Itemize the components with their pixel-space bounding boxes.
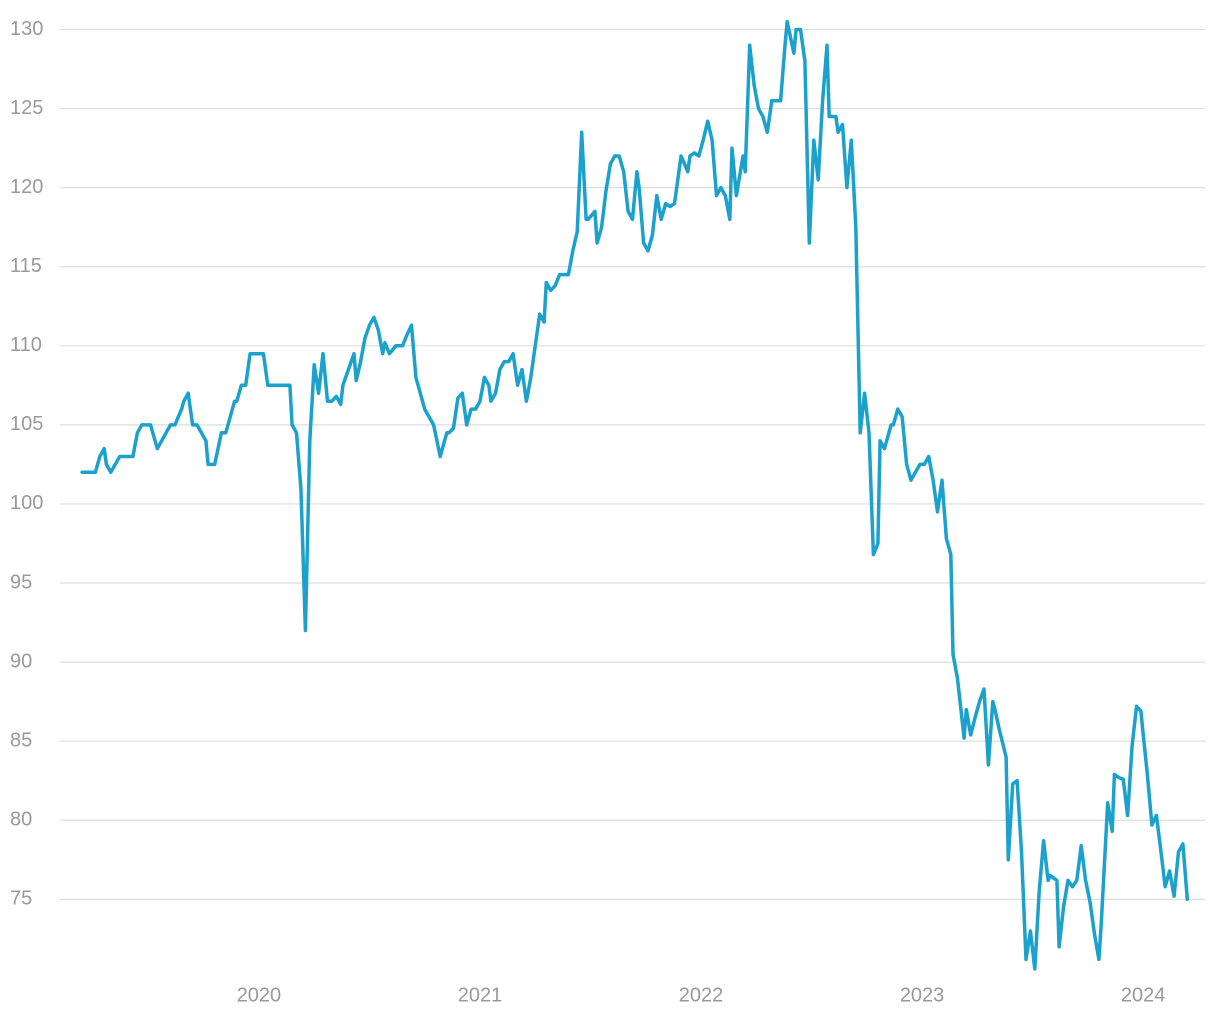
y-tick-label: 100 xyxy=(10,492,43,514)
x-tick-label: 2023 xyxy=(900,984,945,1006)
x-tick-label: 2020 xyxy=(237,984,282,1006)
y-tick-label: 120 xyxy=(10,176,43,198)
y-tick-label: 115 xyxy=(10,255,42,277)
y-tick-label: 80 xyxy=(10,809,32,831)
y-tick-label: 130 xyxy=(10,18,43,40)
x-tick-label: 2022 xyxy=(679,984,724,1006)
y-tick-label: 105 xyxy=(10,413,43,435)
y-tick-label: 75 xyxy=(10,888,32,910)
line xyxy=(80,19,1190,971)
y-tick-label: 125 xyxy=(10,97,43,119)
y-tick-label: 110 xyxy=(10,334,42,356)
y-tick-label: 90 xyxy=(10,650,32,672)
y-tick-label: 85 xyxy=(10,729,32,751)
x-tick-label: 2024 xyxy=(1121,984,1166,1006)
x-tick-label: 2021 xyxy=(458,984,503,1006)
y-tick-label: 95 xyxy=(10,571,32,593)
